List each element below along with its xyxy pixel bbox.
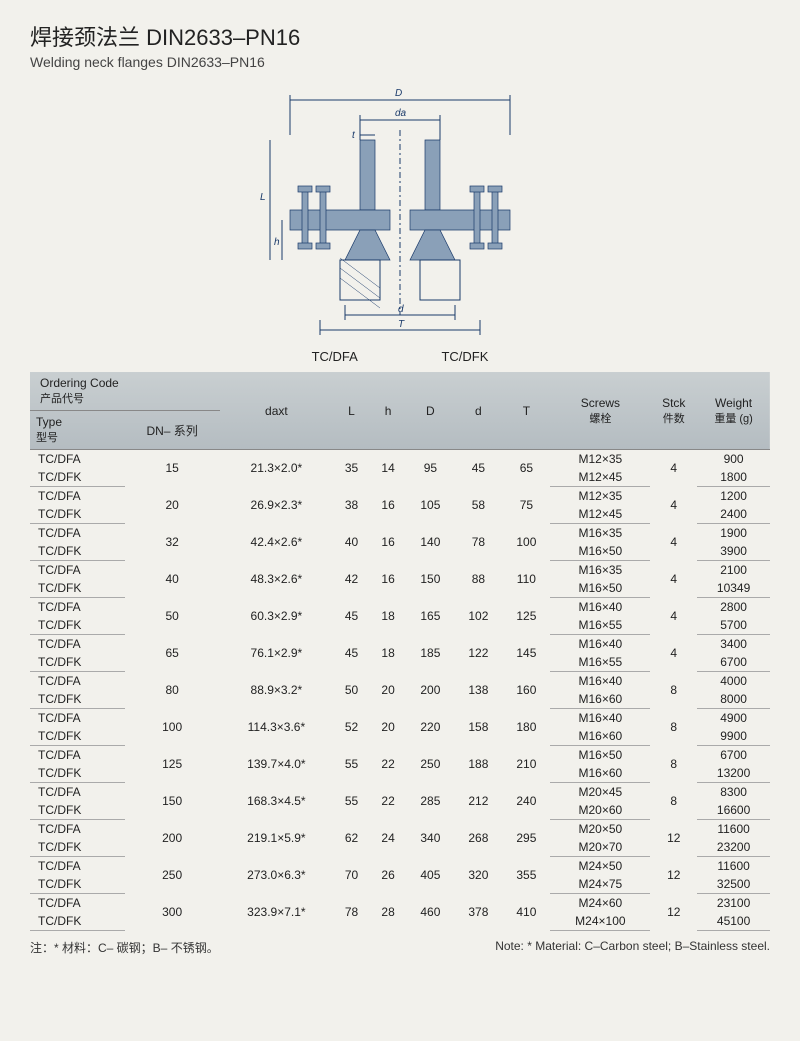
- footnote-cn: 注：* 材料：C– 碳钢；B– 不锈钢。: [30, 939, 219, 956]
- hdr-stck: Stck: [662, 396, 685, 410]
- table-row: TC/DFA5060.3×2.9*4518165102125M16×404280…: [30, 598, 770, 617]
- hdr-h: h: [370, 372, 407, 450]
- svg-text:h: h: [274, 237, 280, 248]
- hdr-L: L: [333, 372, 370, 450]
- table-row: TC/DFA250273.0×6.3*7026405320355M24×5012…: [30, 857, 770, 876]
- table-row: TC/DFA8088.9×3.2*5020200138160M16×408400…: [30, 672, 770, 691]
- svg-text:T: T: [398, 319, 405, 330]
- title-en: Welding neck flanges DIN2633–PN16: [30, 54, 770, 70]
- hdr-ordering-sub: 产品代号: [40, 390, 218, 406]
- table-body: TC/DFA1521.3×2.0*3514954565M12×354900 TC/…: [30, 450, 770, 931]
- hdr-ordering: Ordering Code: [40, 376, 119, 390]
- svg-text:L: L: [260, 192, 266, 203]
- hdr-daxt: daxt: [220, 372, 334, 450]
- hdr-T: T: [502, 372, 550, 450]
- table-row: TC/DFA4048.3×2.6*421615088110M16×3542100: [30, 561, 770, 580]
- title-cn: 焊接颈法兰 DIN2633–PN16: [30, 20, 770, 52]
- svg-text:t: t: [352, 130, 356, 141]
- hdr-weight-sub: 重量 (g): [699, 410, 768, 426]
- hdr-d: d: [454, 372, 502, 450]
- hdr-type: Type: [36, 415, 62, 429]
- table-row: TC/DFA6576.1×2.9*4518185122145M16×404340…: [30, 635, 770, 654]
- table-row: TC/DFA1521.3×2.0*3514954565M12×354900: [30, 450, 770, 469]
- svg-text:da: da: [395, 108, 407, 119]
- table-row: TC/DFA125139.7×4.0*5522250188210M16×5086…: [30, 746, 770, 765]
- hdr-type-sub: 型号: [36, 429, 123, 445]
- table-row: TC/DFA2026.9×2.3*38161055875M12×3541200: [30, 487, 770, 506]
- hdr-weight: Weight: [715, 396, 752, 410]
- diagram-label-right: TC/DFK: [441, 349, 488, 364]
- hdr-D: D: [406, 372, 454, 450]
- footnote-en: Note: * Material: C–Carbon steel; B–Stai…: [495, 939, 770, 956]
- table-row: TC/DFA300323.9×7.1*7828460378410M24×6012…: [30, 894, 770, 913]
- table-row: TC/DFA3242.4×2.6*401614078100M16×3541900: [30, 524, 770, 543]
- hdr-stck-sub: 件数: [652, 410, 695, 426]
- table-header: Ordering Code 产品代号 daxt L h D d T Screws…: [30, 372, 770, 450]
- hdr-dn: DN– 系列: [125, 411, 220, 450]
- table-row: TC/DFA150168.3×4.5*5522285212240M20×4588…: [30, 783, 770, 802]
- hdr-screws: Screws: [581, 396, 620, 410]
- spec-table: Ordering Code 产品代号 daxt L h D d T Screws…: [30, 372, 770, 931]
- table-row: TC/DFA200219.1×5.9*6224340268295M20×5012…: [30, 820, 770, 839]
- hdr-screws-sub: 螺栓: [552, 410, 648, 426]
- flange-diagram: D da t L h d: [30, 80, 770, 364]
- svg-text:d: d: [398, 304, 404, 315]
- table-row: TC/DFA100114.3×3.6*5220220158180M16×4084…: [30, 709, 770, 728]
- diagram-label-left: TC/DFA: [312, 349, 358, 364]
- svg-text:D: D: [395, 88, 402, 99]
